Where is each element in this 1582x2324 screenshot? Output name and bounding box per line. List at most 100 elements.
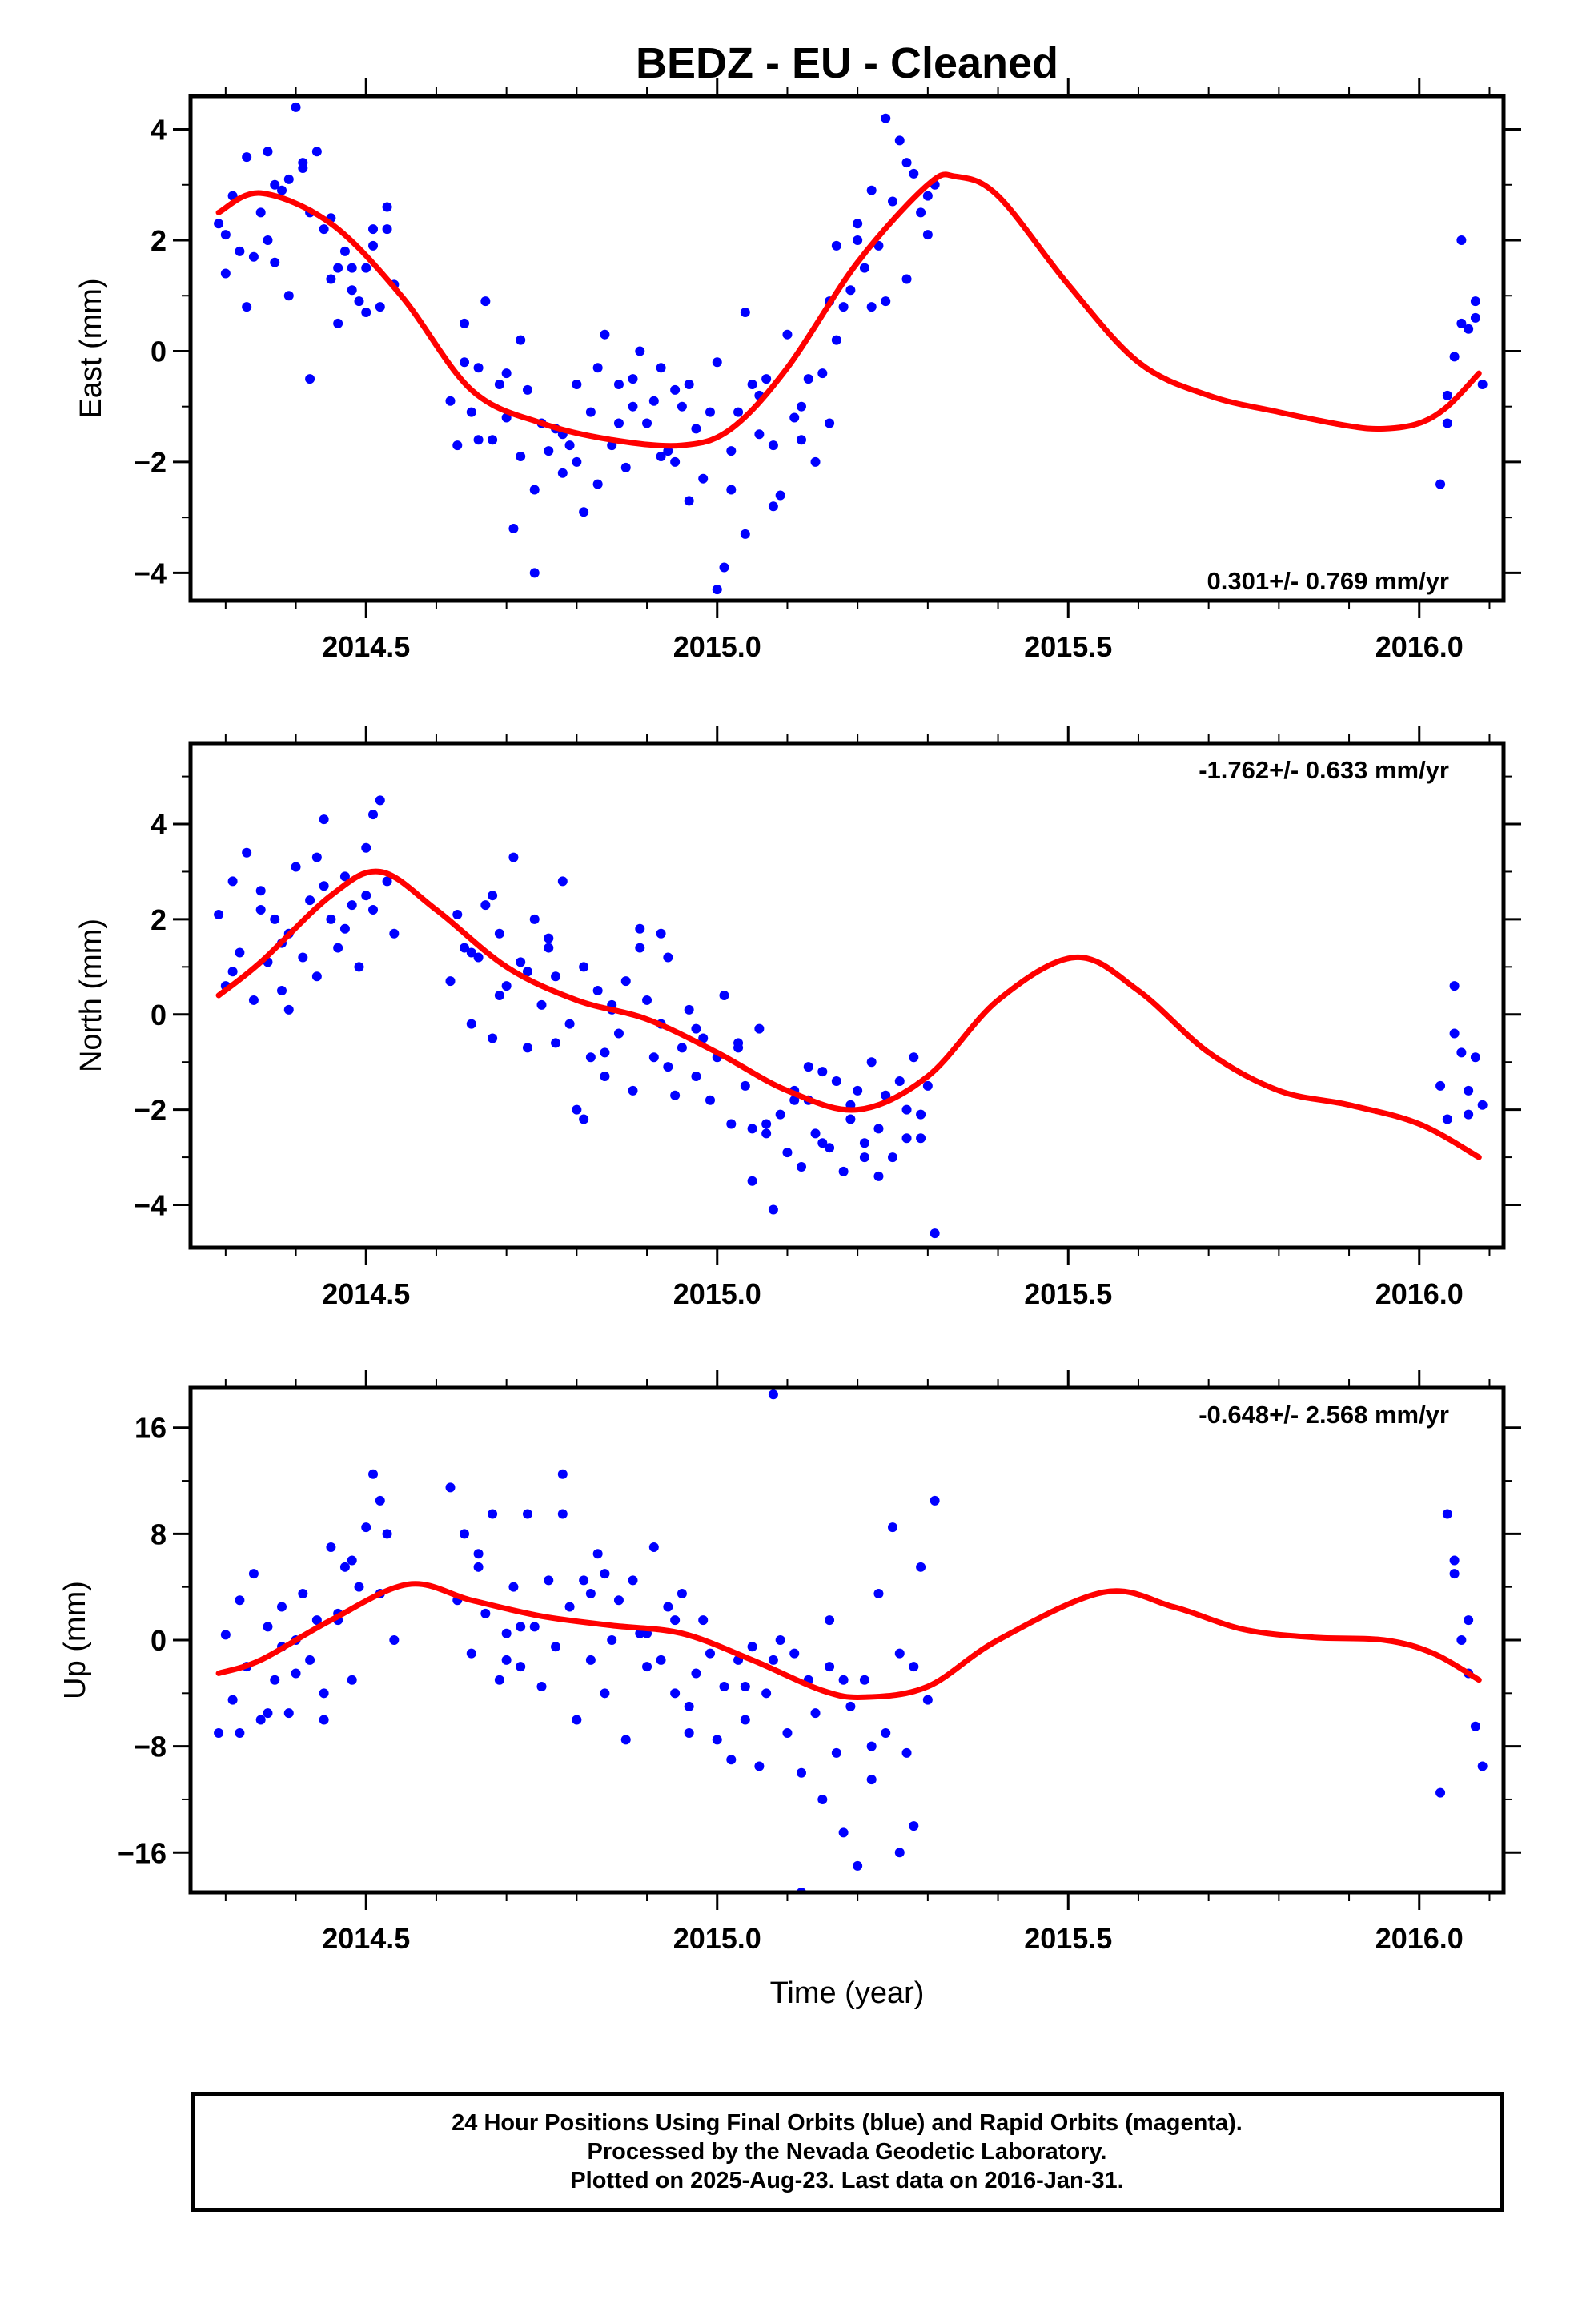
- north-y-tick-label: 4: [151, 808, 167, 841]
- east-data-point: [642, 418, 652, 428]
- east-data-point: [803, 374, 813, 384]
- north-data-point: [866, 1057, 877, 1068]
- north-data-point: [564, 1019, 575, 1029]
- up-data-point: [1435, 1787, 1446, 1798]
- north-data-point: [319, 881, 329, 891]
- up-data-point: [768, 1389, 778, 1400]
- north-data-point: [283, 1004, 294, 1015]
- east-data-point: [796, 435, 806, 445]
- up-data-point: [536, 1682, 547, 1692]
- east-data-point: [881, 113, 891, 123]
- east-data-point: [648, 396, 659, 406]
- east-data-point: [600, 329, 610, 340]
- up-data-point: [1470, 1721, 1480, 1731]
- north-data-point: [488, 891, 498, 901]
- north-y-axis-label: North (mm): [74, 919, 108, 1072]
- up-data-point: [382, 1529, 392, 1539]
- up-data-point: [1449, 1555, 1460, 1566]
- north-x-tick-label: 2015.0: [673, 1277, 761, 1310]
- up-data-point: [375, 1495, 385, 1506]
- north-data-point: [501, 981, 512, 991]
- east-data-point: [473, 435, 484, 445]
- east-data-point: [305, 374, 315, 384]
- north-data-point: [803, 1062, 813, 1072]
- north-data-point: [901, 1104, 912, 1115]
- east-data-point: [670, 384, 681, 395]
- east-data-point: [754, 429, 765, 440]
- up-y-tick-label: 0: [151, 1624, 167, 1657]
- up-data-point: [684, 1728, 694, 1739]
- north-data-point: [551, 1038, 561, 1048]
- north-data-point: [754, 1023, 765, 1034]
- east-data-point: [522, 384, 532, 395]
- up-data-point: [825, 1615, 835, 1626]
- north-data-point: [1449, 1028, 1460, 1039]
- up-data-point: [754, 1761, 765, 1771]
- east-data-point: [782, 329, 793, 340]
- east-data-point: [529, 485, 540, 495]
- up-data-point: [775, 1635, 785, 1645]
- north-fit-curve: [215, 868, 1482, 1160]
- up-data-point: [339, 1562, 350, 1572]
- up-data-point: [466, 1648, 476, 1659]
- east-data-point: [712, 585, 722, 595]
- footer-box: 24 Hour Positions Using Final Orbits (bl…: [191, 2092, 1504, 2212]
- east-x-tick-label: 2014.5: [322, 630, 410, 663]
- north-data-point: [1456, 1047, 1467, 1058]
- north-data-point: [775, 1109, 785, 1120]
- north-data-point: [522, 1043, 532, 1053]
- north-data-point: [901, 1133, 912, 1144]
- north-data-point: [536, 999, 547, 1010]
- north-data-point: [740, 1080, 750, 1091]
- up-data-point: [628, 1575, 638, 1586]
- north-data-point: [648, 1052, 659, 1063]
- north-data-point: [326, 914, 336, 924]
- up-data-point: [488, 1509, 498, 1519]
- north-data-point: [579, 962, 589, 972]
- up-data-point: [613, 1595, 624, 1606]
- up-data-point: [255, 1715, 266, 1725]
- east-x-tick-label: 2016.0: [1375, 630, 1464, 663]
- east-y-tick-label: 0: [151, 335, 167, 368]
- north-data-point: [916, 1109, 926, 1120]
- up-data-point: [319, 1688, 329, 1699]
- north-data-point: [529, 914, 540, 924]
- up-data-point: [712, 1735, 722, 1745]
- east-data-point: [1456, 235, 1467, 245]
- up-data-point: [838, 1675, 849, 1685]
- up-data-point: [810, 1708, 821, 1719]
- east-data-point: [368, 224, 379, 235]
- north-data-point: [508, 852, 519, 862]
- up-data-point: [656, 1655, 666, 1665]
- north-data-point: [1435, 1080, 1446, 1091]
- north-data-point: [585, 1052, 596, 1063]
- up-data-point: [551, 1642, 561, 1652]
- north-data-point: [733, 1038, 744, 1048]
- up-data-point: [901, 1747, 912, 1758]
- up-data-point: [859, 1675, 869, 1685]
- north-data-point: [726, 1119, 737, 1129]
- north-data-point: [494, 928, 504, 939]
- east-data-point: [354, 296, 364, 307]
- east-data-point: [347, 285, 357, 296]
- east-panel: 2014.5 2015.0 2015.5 2016.0 −4 −2 0 2 4 East (mm)…: [74, 78, 1521, 663]
- up-data-point: [825, 1662, 835, 1672]
- east-data-point: [220, 230, 231, 240]
- east-data-point: [684, 496, 694, 506]
- up-data-point: [220, 1630, 231, 1640]
- east-y-tick-label: 4: [151, 114, 167, 147]
- north-data-point: [691, 1023, 701, 1034]
- north-data-point: [600, 1072, 610, 1082]
- east-data-point: [698, 473, 709, 484]
- north-data-point: [789, 1095, 800, 1105]
- up-data-point: [305, 1655, 315, 1665]
- up-data-point: [866, 1775, 877, 1785]
- east-data-point: [283, 291, 294, 301]
- north-data-point: [628, 1085, 638, 1096]
- north-data-point: [642, 995, 652, 1005]
- north-data-point: [810, 1128, 821, 1139]
- up-data-point: [620, 1735, 631, 1745]
- east-data-point: [859, 263, 869, 273]
- north-data-point: [1464, 1109, 1474, 1120]
- east-data-point: [480, 296, 491, 307]
